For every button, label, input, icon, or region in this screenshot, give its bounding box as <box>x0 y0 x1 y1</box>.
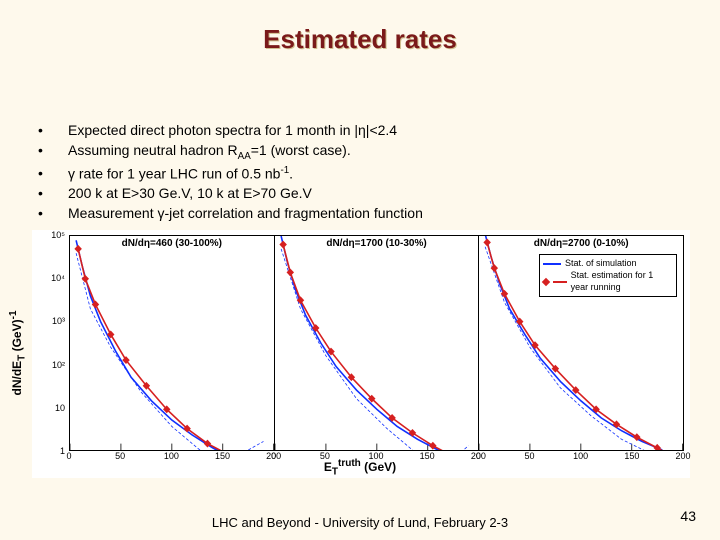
slide-footer: LHC and Beyond - University of Lund, Feb… <box>0 515 720 530</box>
y-axis-label: dN/dET (GeV)-1 <box>8 230 28 476</box>
y-axis-ticks: 10⁵10⁴10³10²101 <box>33 235 67 451</box>
bullet-item: •Measurement γ-jet correlation and fragm… <box>38 204 690 223</box>
bullet-list: •Expected direct photon spectra for 1 mo… <box>38 120 690 224</box>
chart-container: 10⁵10⁴10³10²101 dN/dη=460 (30-100%)dN/dη… <box>32 230 690 478</box>
chart-panel: dN/dη=1700 (10-30%) <box>274 235 480 451</box>
page-number: 43 <box>680 508 696 524</box>
chart-panels: dN/dη=460 (30-100%)dN/dη=1700 (10-30%)dN… <box>69 235 683 451</box>
chart-panel: dN/dη=2700 (0-10%)Stat. of simulationSta… <box>478 235 684 451</box>
bullet-item: •Assuming neutral hadron RAA=1 (worst ca… <box>38 141 690 163</box>
bullet-item: •Expected direct photon spectra for 1 mo… <box>38 121 690 140</box>
chart-panel: dN/dη=460 (30-100%) <box>69 235 275 451</box>
bullet-item: •γ rate for 1 year LHC run of 0.5 nb-1. <box>38 164 690 184</box>
bullet-item: •200 k at E>30 Ge.V, 10 k at E>70 Ge.V <box>38 184 690 203</box>
x-axis-label: ETtruth (GeV) <box>32 458 688 477</box>
chart-legend: Stat. of simulationStat. estimation for … <box>539 254 677 297</box>
slide: Estimated rates •Expected direct photon … <box>0 0 720 540</box>
slide-title: Estimated rates <box>0 24 720 55</box>
